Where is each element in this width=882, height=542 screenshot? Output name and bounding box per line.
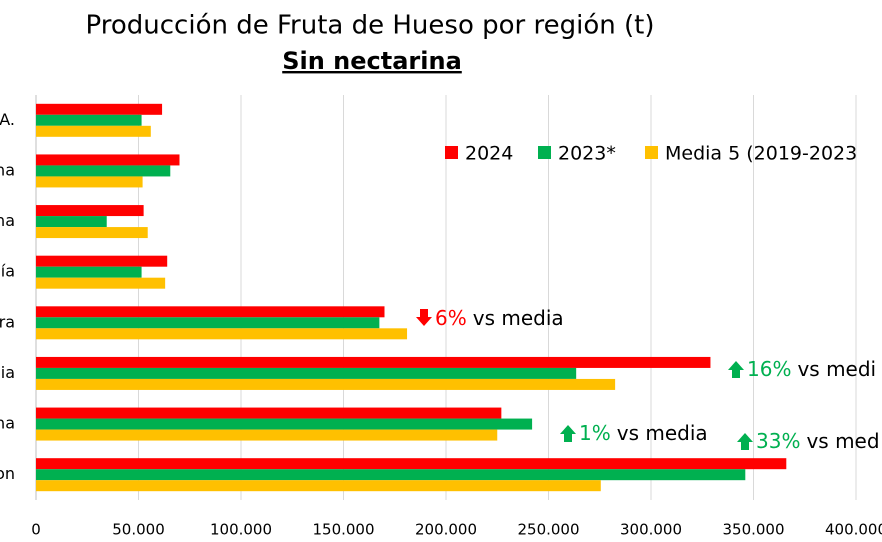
bar	[36, 418, 533, 430]
y-tick-label: A.	[0, 110, 15, 129]
x-tick-label: 400.000	[825, 521, 882, 539]
annotation-arrow	[728, 361, 744, 378]
bar	[36, 216, 107, 228]
annotation-text: vs med	[806, 429, 879, 453]
x-tick-label: 50.000	[112, 521, 165, 539]
bar	[36, 458, 787, 470]
annotation: 6% vs media	[435, 306, 564, 330]
y-tick-label: ia	[1, 363, 15, 382]
y-tick-label: na	[0, 160, 15, 179]
chart-subtitle: Sin nectarina	[282, 47, 462, 75]
bar	[36, 356, 711, 368]
legend-swatch	[538, 146, 551, 159]
bar	[36, 480, 601, 492]
y-tick-label: na	[0, 211, 15, 230]
legend-swatch	[645, 146, 658, 159]
chart-title: Producción de Fruta de Hueso por región …	[86, 11, 655, 41]
legend-swatch	[445, 146, 458, 159]
annotation-pct: 16%	[747, 357, 791, 381]
y-tick-label: ra	[0, 312, 15, 331]
annotation: 1% vs media	[579, 421, 708, 445]
annotation: 16% vs medi	[747, 357, 876, 381]
x-tick-label: 0	[31, 521, 41, 539]
bar	[36, 154, 180, 166]
y-tick-label: on	[0, 464, 15, 483]
y-tick-label: ía	[1, 262, 15, 281]
annotation-arrow	[416, 309, 432, 326]
x-tick-label: 300.000	[620, 521, 682, 539]
y-tick-label: na	[0, 414, 15, 433]
bar	[36, 227, 148, 239]
bar	[36, 255, 168, 267]
annotation: 33% vs med	[756, 429, 880, 453]
bar	[36, 469, 746, 481]
annotation-pct: 6%	[435, 306, 467, 330]
annotation-arrow	[737, 433, 753, 450]
bar	[36, 176, 143, 188]
x-tick-label: 250.000	[517, 521, 579, 539]
bar	[36, 165, 171, 177]
x-tick-label: 350.000	[722, 521, 784, 539]
bar	[36, 114, 142, 126]
annotation-text: vs medi	[797, 357, 876, 381]
bar	[36, 103, 163, 115]
annotation-pct: 33%	[756, 429, 800, 453]
x-tick-label: 100.000	[210, 521, 272, 539]
bar	[36, 328, 408, 340]
legend-label: 2023*	[558, 143, 616, 165]
annotation-text: vs media	[617, 421, 708, 445]
bar	[36, 429, 498, 441]
x-tick-label: 150.000	[312, 521, 374, 539]
bar	[36, 407, 502, 419]
bar	[36, 125, 151, 137]
bar	[36, 378, 616, 390]
bar	[36, 317, 380, 329]
legend-label: Media 5 (2019-2023	[665, 143, 857, 165]
annotation-text: vs media	[473, 306, 564, 330]
bar	[36, 266, 142, 278]
bar	[36, 306, 385, 318]
legend-label: 2024	[465, 143, 513, 165]
bar	[36, 277, 166, 289]
bar	[36, 367, 577, 379]
annotation-arrow	[560, 425, 576, 442]
annotation-pct: 1%	[579, 421, 611, 445]
bar	[36, 205, 144, 217]
x-tick-label: 200.000	[415, 521, 477, 539]
